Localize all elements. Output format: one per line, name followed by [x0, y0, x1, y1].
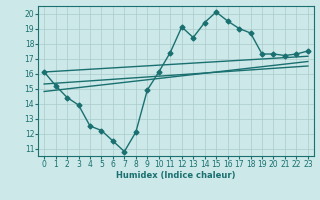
X-axis label: Humidex (Indice chaleur): Humidex (Indice chaleur) — [116, 171, 236, 180]
